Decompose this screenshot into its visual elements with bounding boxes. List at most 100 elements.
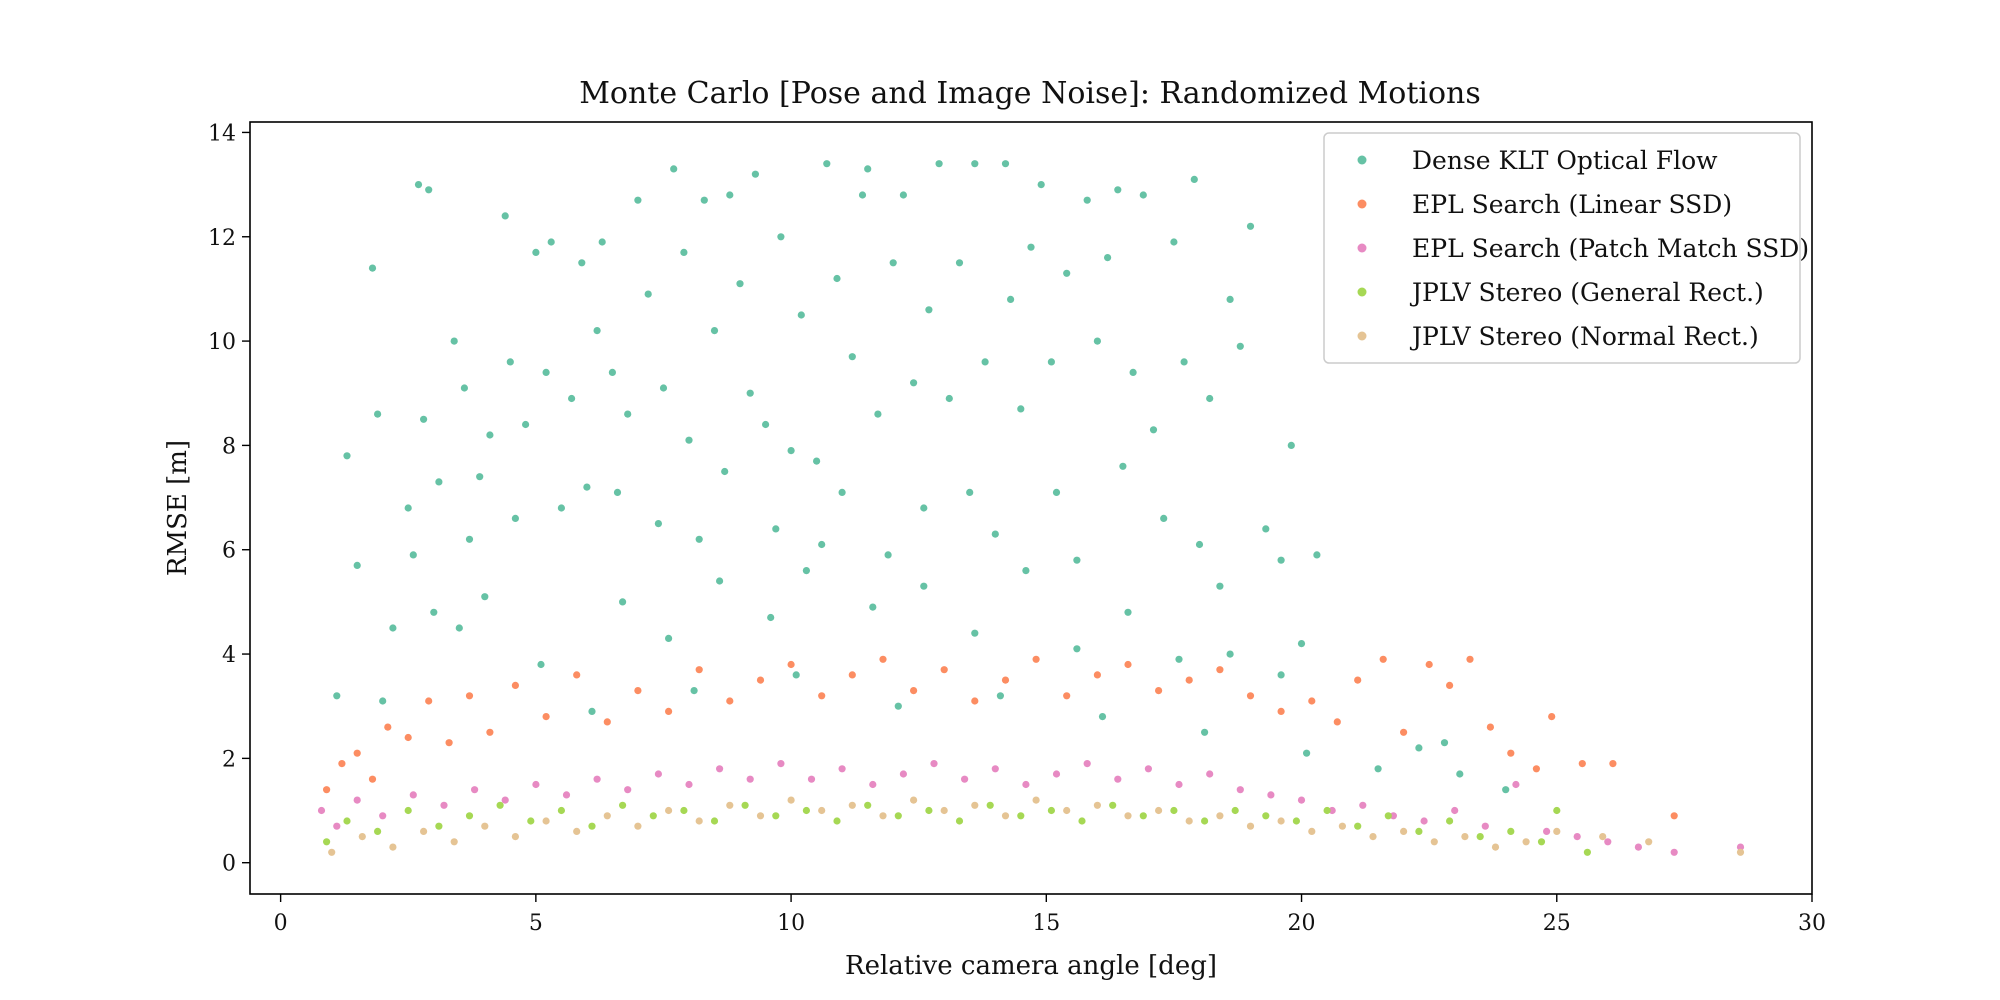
data-point: [1139, 191, 1147, 199]
data-point: [1216, 812, 1224, 820]
legend: Dense KLT Optical Flow EPL Search (Linear…: [1323, 132, 1809, 364]
data-point: [787, 660, 795, 669]
x-tick-label: 15: [1032, 911, 1060, 936]
data-point: [608, 368, 617, 376]
data-point: [1303, 749, 1311, 757]
data-point: [1578, 760, 1586, 768]
series-1: [323, 655, 1678, 820]
data-point: [450, 337, 458, 345]
data-point: [659, 384, 668, 392]
data-point: [864, 801, 872, 809]
data-point: [1543, 827, 1551, 836]
data-point: [1374, 765, 1382, 773]
data-point: [624, 410, 632, 418]
data-point: [920, 504, 928, 512]
data-point: [818, 692, 826, 700]
data-point: [710, 327, 719, 335]
data-point: [1670, 812, 1678, 820]
data-point: [756, 812, 765, 820]
data-point: [935, 160, 943, 168]
data-point: [1736, 843, 1745, 851]
data-point: [547, 238, 555, 246]
data-point: [1308, 827, 1316, 836]
data-point: [425, 697, 433, 705]
plot-frame: [249, 121, 1813, 895]
data-point: [486, 728, 494, 736]
data-point: [961, 775, 969, 783]
data-point: [1017, 405, 1025, 413]
data-point: [654, 770, 663, 778]
data-point: [940, 806, 948, 815]
data-point: [1201, 817, 1209, 825]
data-point: [644, 290, 652, 298]
data-point: [1537, 838, 1546, 846]
data-point: [420, 827, 428, 836]
data-point: [404, 806, 412, 815]
data-point: [1599, 833, 1607, 841]
data-point: [338, 760, 346, 768]
data-point: [588, 707, 596, 716]
data-point: [1308, 697, 1316, 705]
data-point: [1195, 540, 1204, 549]
data-point: [1155, 687, 1163, 695]
data-point: [762, 420, 770, 429]
data-point: [409, 791, 417, 799]
y-tick-label: 4: [222, 643, 236, 668]
data-point: [1124, 608, 1132, 616]
data-point: [649, 812, 657, 820]
legend-label: JPLV Stereo (Normal Rect.): [1409, 322, 1759, 351]
data-point: [1093, 671, 1101, 679]
data-point: [1114, 775, 1122, 783]
data-point: [1328, 806, 1336, 815]
data-point: [471, 786, 479, 794]
data-point: [496, 801, 504, 809]
data-point: [945, 394, 953, 403]
data-point: [1573, 833, 1581, 841]
data-point: [746, 389, 754, 397]
data-point: [613, 488, 622, 496]
data-point: [1384, 812, 1392, 820]
data-point: [858, 191, 867, 199]
data-point: [813, 457, 821, 465]
data-point: [838, 488, 846, 496]
data-point: [767, 613, 775, 622]
data-point: [848, 801, 856, 809]
data-point: [1532, 765, 1540, 773]
data-point: [573, 827, 581, 836]
legend-label: JPLV Stereo (General Rect.): [1409, 278, 1764, 307]
data-point: [1027, 243, 1035, 251]
data-point: [772, 525, 780, 533]
data-point: [1032, 655, 1040, 663]
data-point: [772, 812, 780, 820]
data-point: [374, 410, 382, 418]
data-point: [425, 186, 433, 194]
data-point: [1190, 175, 1198, 183]
data-point: [1292, 817, 1300, 825]
data-point: [1609, 760, 1617, 768]
data-point: [1083, 760, 1091, 768]
data-point: [1144, 765, 1152, 773]
legend-label: EPL Search (Linear SSD): [1412, 190, 1732, 219]
data-point: [670, 165, 678, 173]
data-point: [1507, 827, 1515, 836]
data-point: [624, 786, 632, 794]
x-axis-label: Relative camera angle [deg]: [845, 951, 1217, 981]
data-point: [1063, 806, 1071, 815]
data-point: [1466, 655, 1474, 663]
data-point: [593, 327, 601, 335]
legend-marker: [1357, 155, 1367, 165]
data-point: [746, 775, 754, 783]
legend-box: [1323, 132, 1801, 364]
data-point: [1206, 394, 1214, 403]
points-layer: [317, 160, 1745, 856]
data-point: [1073, 556, 1081, 564]
data-point: [1262, 525, 1270, 533]
data-point: [1277, 817, 1285, 825]
y-axis-ticks: 0 2 4 6 8 10 12 14: [208, 121, 250, 877]
data-point: [991, 530, 999, 538]
y-axis-label: RMSE [m]: [163, 440, 193, 576]
data-point: [1297, 796, 1306, 804]
data-point: [925, 306, 933, 314]
data-point: [1415, 827, 1423, 836]
